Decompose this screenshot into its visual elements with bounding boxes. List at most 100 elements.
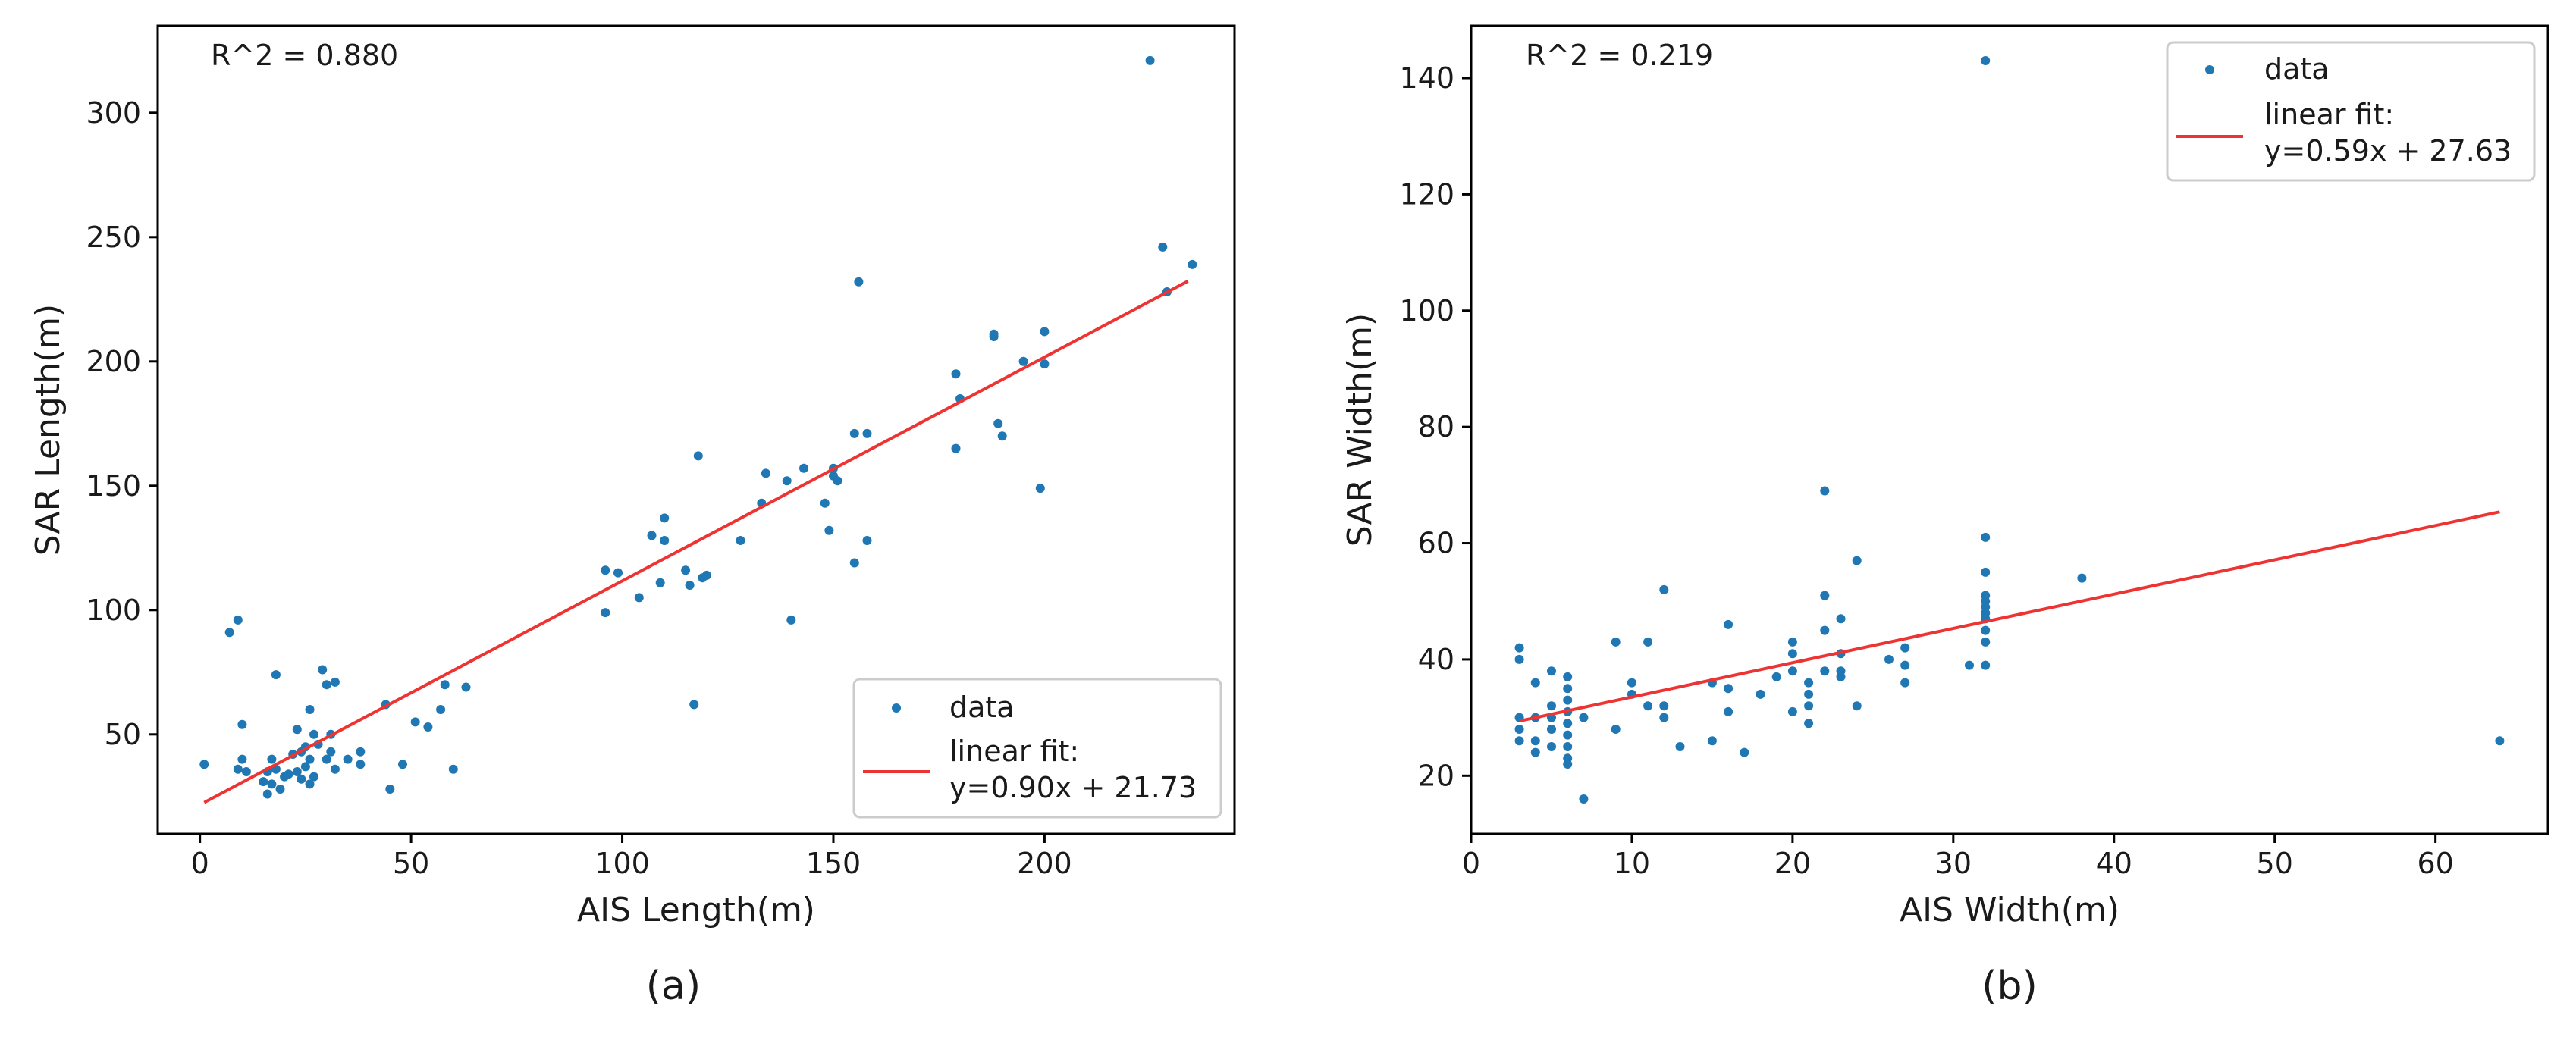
data-point	[1804, 701, 1814, 711]
legend-data-label: data	[949, 691, 1015, 724]
data-point	[440, 680, 450, 690]
data-point	[1981, 637, 1991, 647]
x-tick-label: 150	[806, 847, 861, 880]
data-point	[736, 536, 745, 545]
data-point	[309, 772, 318, 782]
data-point	[1836, 666, 1846, 676]
data-point	[1659, 701, 1669, 711]
data-point	[1563, 742, 1573, 751]
data-point	[1611, 725, 1621, 734]
data-point	[305, 705, 315, 714]
x-tick-label: 60	[2417, 847, 2453, 880]
data-point	[1563, 695, 1573, 705]
data-point	[233, 764, 243, 774]
data-point	[1547, 725, 1556, 734]
data-point	[1900, 660, 1910, 670]
y-axis-label: SAR Width(m)	[1341, 313, 1379, 547]
x-tick-label: 40	[2096, 847, 2132, 880]
data-point	[262, 789, 272, 799]
data-point	[1981, 56, 1991, 65]
y-tick-label: 50	[105, 718, 141, 751]
data-point	[1787, 649, 1797, 659]
data-point	[241, 767, 251, 776]
data-point	[613, 568, 623, 578]
x-tick-label: 30	[1935, 847, 1972, 880]
data-point	[1787, 637, 1797, 647]
data-point	[660, 536, 670, 545]
data-point	[1981, 625, 1991, 635]
data-point	[1018, 356, 1028, 366]
data-point	[685, 581, 695, 590]
y-tick-label: 80	[1418, 410, 1454, 443]
x-tick-label: 100	[595, 847, 650, 880]
legend-data-label: data	[2264, 52, 2330, 86]
data-point	[601, 608, 610, 618]
data-point	[1820, 625, 1830, 635]
data-point	[448, 764, 458, 774]
data-point	[1981, 532, 1991, 542]
data-point	[1627, 678, 1636, 688]
data-point	[275, 785, 285, 794]
data-point	[1188, 259, 1197, 269]
data-point	[461, 682, 471, 692]
legend-data-marker	[2205, 65, 2214, 74]
data-point	[1643, 701, 1653, 711]
data-point	[1724, 684, 1734, 694]
data-point	[833, 476, 842, 486]
data-point	[1659, 584, 1669, 594]
x-tick-label: 20	[1774, 847, 1811, 880]
legend-data-marker	[892, 703, 901, 713]
data-point	[1579, 713, 1589, 722]
y-tick-label: 100	[86, 594, 141, 627]
r2-label: R^2 = 0.219	[1526, 39, 1713, 72]
y-tick-label: 40	[1418, 643, 1454, 676]
y-tick-label: 100	[1399, 294, 1454, 327]
y-tick-label: 120	[1399, 177, 1454, 211]
data-point	[305, 779, 315, 789]
data-point	[1981, 660, 1991, 670]
legend-frame	[2166, 41, 2536, 182]
data-point	[989, 329, 999, 339]
data-point	[322, 754, 331, 764]
plot-frame	[156, 24, 1236, 835]
legend-frame	[852, 678, 1222, 819]
data-point	[693, 451, 703, 461]
data-point	[309, 729, 318, 739]
data-point	[1035, 484, 1045, 493]
data-point	[237, 719, 247, 729]
data-point	[799, 463, 808, 473]
x-tick-label: 0	[1462, 847, 1480, 880]
data-point	[634, 593, 644, 603]
data-point	[292, 767, 302, 776]
data-point	[1820, 666, 1830, 676]
data-point	[292, 725, 302, 735]
data-point	[1611, 637, 1621, 647]
data-point	[1756, 689, 1765, 699]
data-point	[284, 769, 293, 779]
panel-caption: (a)	[646, 963, 701, 1009]
data-point	[647, 531, 657, 540]
y-tick-label: 300	[86, 96, 141, 130]
r2-label: R^2 = 0.880	[211, 39, 398, 72]
data-point	[1563, 672, 1573, 681]
x-axis-label: AIS Length(m)	[577, 891, 815, 929]
data-point	[1852, 556, 1862, 565]
data-point	[356, 760, 366, 769]
plot-frame	[1470, 24, 2549, 835]
data-point	[701, 570, 711, 580]
linear-fit-line	[1519, 510, 2500, 723]
data-point	[2077, 573, 2087, 583]
data-point	[1514, 725, 1524, 734]
y-tick-label: 20	[1418, 759, 1454, 792]
data-point	[330, 764, 340, 774]
data-point	[1981, 567, 1991, 577]
data-point	[1804, 689, 1814, 699]
y-axis-label: SAR Length(m)	[29, 304, 67, 556]
linear-fit-line	[203, 280, 1189, 804]
data-point	[660, 513, 670, 523]
data-point	[1787, 666, 1797, 676]
data-point	[1820, 486, 1830, 496]
data-point	[199, 760, 209, 769]
data-point	[1563, 719, 1573, 728]
